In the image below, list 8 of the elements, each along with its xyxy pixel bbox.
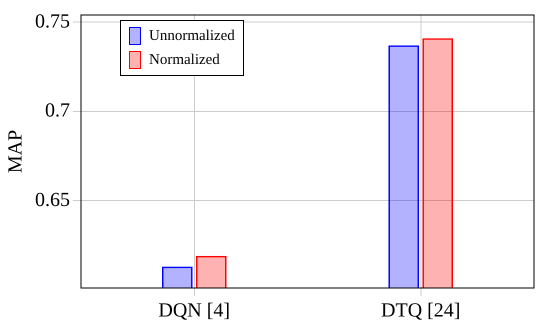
y-tick-label: 0.75	[35, 10, 70, 32]
y-axis-title: MAP	[4, 130, 26, 174]
x-tick-label: DQN [4]	[158, 299, 230, 322]
legend-label: Normalized	[149, 51, 220, 70]
x-tick-label: DTQ [24]	[381, 299, 460, 322]
y-tick-label: 0.7	[45, 100, 70, 122]
legend-label: Unnormalized	[149, 27, 235, 46]
y-tick-label: 0.65	[35, 188, 70, 211]
